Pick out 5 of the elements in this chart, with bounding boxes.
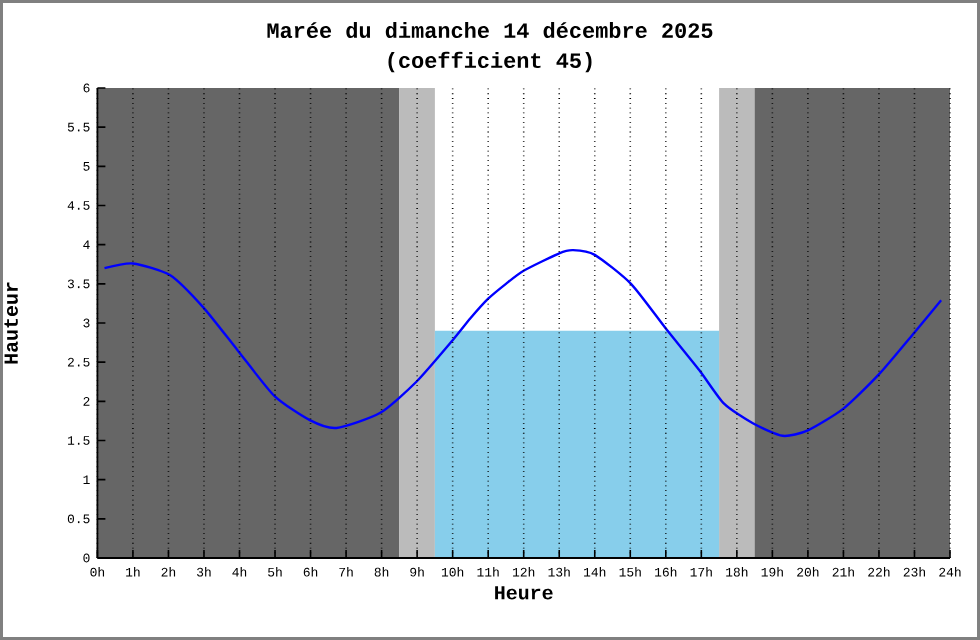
line-series <box>103 248 943 437</box>
y-axis-title: Hauteur <box>4 282 18 364</box>
chart-title: Marée du dimanche 14 décembre 2025 <box>267 21 713 39</box>
x-axis-title: Heure <box>495 586 553 600</box>
chart-subtitle: (coefficient 45) <box>388 51 592 73</box>
